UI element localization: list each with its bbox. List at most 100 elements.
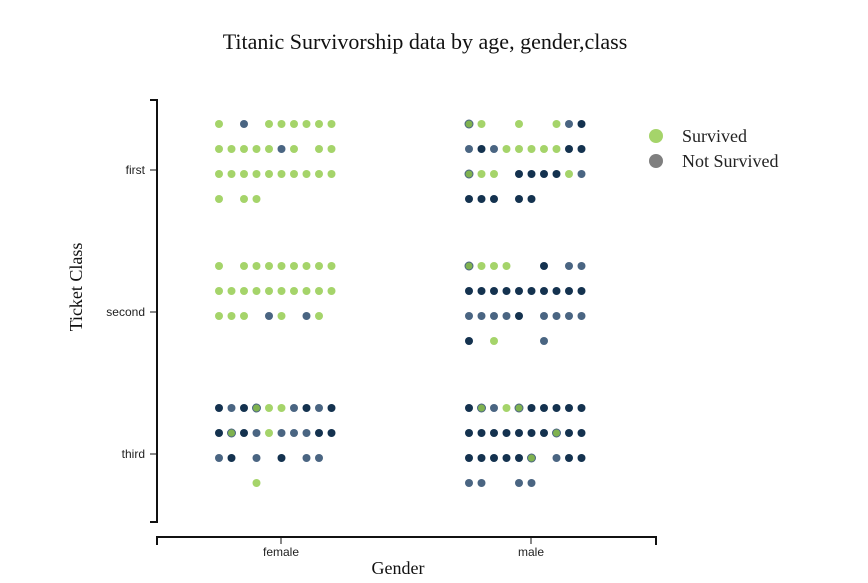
dot-female-second-survived bbox=[327, 287, 336, 295]
dot-male-third-not-survived bbox=[490, 454, 498, 462]
dot-female-second-survived bbox=[240, 312, 248, 320]
dot-female-first-survived bbox=[215, 120, 223, 128]
dot-female-first-survived bbox=[302, 120, 311, 128]
y-axis-line bbox=[150, 99, 158, 523]
dot-female-third-not-survived bbox=[290, 429, 298, 437]
dot-female-first-survived bbox=[327, 170, 336, 178]
dot-female-first-survived bbox=[327, 145, 336, 153]
dot-male-third-not-survived bbox=[502, 454, 511, 462]
dot-male-second-not-survived bbox=[477, 312, 486, 320]
x-axis-title: Gender bbox=[372, 558, 425, 578]
dot-male-third-not-survived bbox=[577, 404, 586, 412]
dot-male-second-not-survived bbox=[465, 287, 473, 295]
x-axis-ticks: female male bbox=[263, 537, 544, 559]
dot-female-third-not-survived bbox=[315, 454, 323, 462]
dot-male-first-not-survived bbox=[490, 145, 498, 153]
y-axis-title: Ticket Class bbox=[66, 243, 86, 332]
legend-label-1: Not Survived bbox=[682, 151, 779, 171]
dot-male-first-survived bbox=[515, 145, 523, 153]
dot-female-second-survived bbox=[302, 287, 311, 295]
dot-female-third-not-survived bbox=[277, 429, 286, 437]
dot-male-third-not-survived bbox=[490, 404, 498, 412]
dot-female-third-not-survived bbox=[290, 404, 298, 412]
dot-male-first-survived bbox=[540, 145, 548, 153]
dot-male-second-not-survived bbox=[565, 287, 573, 295]
dot-male-third-not-survived bbox=[515, 429, 523, 437]
dot-female-third-survived bbox=[277, 404, 286, 412]
dot-male-second-not-survived bbox=[577, 287, 586, 295]
dot-female-third-not-survived bbox=[227, 454, 236, 462]
dot-female-second-survived bbox=[290, 262, 298, 270]
dot-female-third-survived bbox=[265, 429, 273, 437]
dot-male-third-not-survived bbox=[552, 454, 561, 462]
x-axis-line bbox=[156, 536, 657, 545]
legend-label-0: Survived bbox=[682, 126, 747, 146]
dot-male-second-survived bbox=[490, 262, 498, 270]
dot-male-third-not-survived bbox=[477, 454, 486, 462]
dot-male-first-survived bbox=[464, 119, 474, 129]
dot-female-third-not-survived bbox=[277, 454, 286, 462]
dot-male-first-not-survived bbox=[515, 170, 523, 178]
dot-male-first-not-survived bbox=[565, 120, 573, 128]
dot-male-first-not-survived bbox=[477, 195, 486, 203]
dot-female-second-survived bbox=[277, 287, 286, 295]
dot-male-first-not-survived bbox=[540, 170, 548, 178]
dot-female-second-survived bbox=[265, 262, 273, 270]
dot-male-first-survived bbox=[502, 145, 511, 153]
dot-female-second-survived bbox=[215, 262, 223, 270]
dot-male-third-not-survived bbox=[565, 429, 573, 437]
dot-female-second-survived bbox=[290, 287, 298, 295]
legend-swatch-1 bbox=[649, 154, 663, 168]
dot-male-first-not-survived bbox=[527, 170, 536, 178]
dot-male-first-survived bbox=[527, 145, 536, 153]
dot-male-second-not-survived bbox=[577, 312, 586, 320]
dot-female-second-survived bbox=[240, 287, 248, 295]
dot-male-third-not-survived bbox=[540, 429, 548, 437]
dot-female-third-not-survived bbox=[215, 429, 223, 437]
dot-female-second-survived bbox=[215, 312, 223, 320]
dot-female-first-survived bbox=[240, 195, 248, 203]
dot-female-first-survived bbox=[252, 195, 261, 203]
dot-female-second-survived bbox=[315, 262, 323, 270]
dot-male-second-not-survived bbox=[465, 312, 473, 320]
data-points bbox=[215, 119, 586, 487]
dot-male-first-not-survived bbox=[577, 145, 586, 153]
dot-male-third-not-survived bbox=[565, 404, 573, 412]
dot-male-first-not-survived bbox=[515, 195, 523, 203]
dot-female-first-survived bbox=[277, 120, 286, 128]
dot-male-second-not-survived bbox=[515, 312, 523, 320]
dot-female-first-not-survived bbox=[277, 145, 286, 153]
dot-male-second-not-survived bbox=[490, 312, 498, 320]
dot-male-third-not-survived bbox=[490, 429, 498, 437]
dot-male-second-not-survived bbox=[540, 312, 548, 320]
y-tick-label-first: first bbox=[126, 163, 146, 177]
dot-male-third-not-survived bbox=[515, 454, 523, 462]
dot-male-second-not-survived bbox=[465, 337, 473, 345]
dot-female-second-not-survived bbox=[265, 312, 273, 320]
y-tick-label-third: third bbox=[122, 447, 145, 461]
dot-female-third-not-survived bbox=[227, 404, 236, 412]
dot-female-third-not-survived bbox=[240, 429, 248, 437]
dot-female-second-survived bbox=[315, 287, 323, 295]
dot-male-first-not-survived bbox=[577, 170, 586, 178]
dot-male-third-survived bbox=[552, 428, 561, 438]
dot-male-third-not-survived bbox=[502, 429, 511, 437]
dot-female-second-survived bbox=[252, 287, 261, 295]
dot-male-second-not-survived bbox=[552, 312, 561, 320]
dot-male-third-not-survived bbox=[465, 404, 473, 412]
dot-male-second-not-survived bbox=[502, 287, 511, 295]
dot-female-second-survived bbox=[240, 262, 248, 270]
dot-male-third-survived bbox=[527, 453, 536, 463]
dot-female-third-not-survived bbox=[315, 429, 323, 437]
dot-male-second-survived bbox=[477, 262, 486, 270]
dot-male-second-not-survived bbox=[540, 262, 548, 270]
dot-male-third-not-survived bbox=[527, 404, 536, 412]
dot-female-first-survived bbox=[315, 170, 323, 178]
dot-male-third-not-survived bbox=[515, 479, 523, 487]
dot-female-second-survived bbox=[277, 312, 286, 320]
dot-male-first-not-survived bbox=[552, 170, 561, 178]
dot-male-third-not-survived bbox=[477, 479, 486, 487]
dot-female-first-survived bbox=[252, 145, 261, 153]
dot-female-first-survived bbox=[227, 145, 236, 153]
dot-female-third-not-survived bbox=[302, 404, 311, 412]
